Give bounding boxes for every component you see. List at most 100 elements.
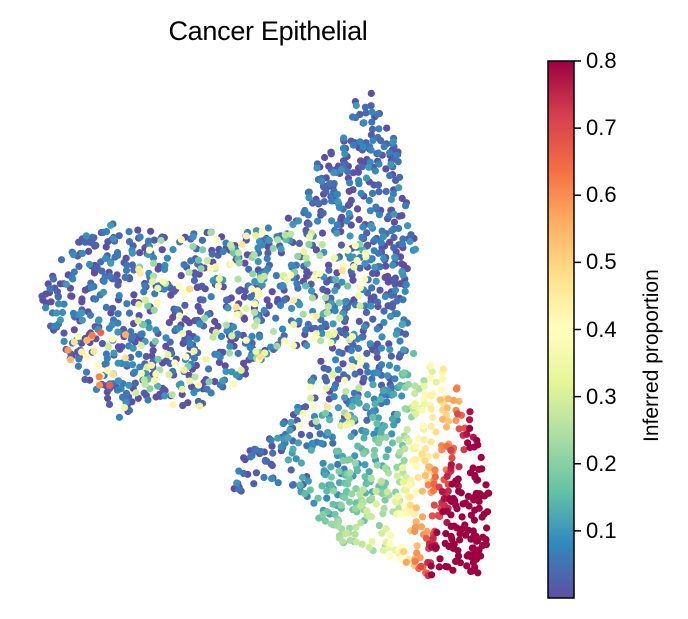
scatter-point bbox=[335, 348, 343, 356]
scatter-point bbox=[175, 282, 183, 290]
scatter-point bbox=[368, 118, 376, 126]
scatter-point bbox=[426, 391, 434, 400]
scatter-point bbox=[402, 281, 410, 289]
scatter-point bbox=[169, 313, 177, 322]
scatter-point bbox=[215, 358, 223, 366]
scatter-point bbox=[171, 359, 179, 367]
scatter-point bbox=[455, 425, 463, 433]
scatter-point bbox=[458, 513, 466, 521]
scatter-point bbox=[145, 324, 153, 332]
scatter-point bbox=[67, 292, 75, 300]
scatter-point bbox=[308, 378, 316, 386]
scatter-point bbox=[329, 439, 337, 447]
scatter-point bbox=[246, 343, 254, 352]
scatter-point bbox=[367, 102, 375, 110]
scatter-point bbox=[382, 187, 390, 195]
scatter-point bbox=[380, 318, 388, 327]
scatter-point bbox=[83, 352, 91, 361]
scatter-point bbox=[331, 307, 339, 315]
scatter-point bbox=[368, 189, 377, 197]
scatter-point bbox=[411, 456, 419, 464]
scatter-point bbox=[134, 226, 142, 234]
scatter-point bbox=[214, 322, 222, 330]
scatter-point bbox=[82, 368, 91, 376]
scatter-point bbox=[385, 340, 393, 348]
scatter-point bbox=[78, 249, 86, 257]
scatter-point bbox=[91, 295, 100, 303]
scatter-point bbox=[354, 442, 362, 450]
scatter-point bbox=[388, 415, 397, 423]
scatter-point bbox=[125, 309, 134, 317]
scatter-point bbox=[335, 467, 343, 475]
scatter-point bbox=[310, 274, 318, 282]
scatter-point bbox=[324, 429, 332, 437]
scatter-point bbox=[400, 457, 408, 465]
scatter-point bbox=[70, 326, 78, 334]
scatter-point bbox=[82, 232, 90, 240]
scatter-point bbox=[103, 366, 111, 374]
scatter-point bbox=[379, 386, 387, 395]
scatter-point bbox=[88, 331, 96, 339]
scatter-point bbox=[397, 260, 406, 268]
scatter-point bbox=[334, 460, 342, 468]
scatter-point bbox=[149, 254, 158, 262]
scatter-point bbox=[267, 436, 275, 444]
scatter-point bbox=[190, 276, 198, 285]
scatter-point bbox=[81, 375, 89, 384]
scatter-point bbox=[385, 361, 394, 369]
scatter-point bbox=[447, 532, 455, 541]
scatter-point bbox=[346, 469, 354, 477]
scatter-point bbox=[321, 153, 329, 162]
scatter-point bbox=[348, 333, 356, 341]
scatter-point bbox=[88, 233, 97, 241]
scatter-point bbox=[308, 439, 316, 448]
scatter-point bbox=[454, 547, 462, 555]
scatter-point bbox=[305, 240, 313, 248]
scatter-point bbox=[341, 150, 349, 158]
scatter-point bbox=[336, 314, 344, 322]
scatter-point bbox=[485, 489, 493, 497]
scatter-point bbox=[386, 312, 395, 321]
scatter-point bbox=[69, 275, 77, 283]
scatter-point bbox=[383, 488, 391, 496]
scatter-point bbox=[267, 343, 275, 351]
scatter-point bbox=[447, 461, 455, 469]
scatter-point bbox=[345, 456, 354, 464]
scatter-point bbox=[440, 495, 448, 503]
scatter-point bbox=[234, 349, 242, 357]
scatter-point bbox=[162, 342, 170, 350]
scatter-point bbox=[346, 498, 354, 506]
scatter-point bbox=[196, 307, 204, 315]
scatter-point bbox=[222, 367, 230, 375]
scatter-point bbox=[405, 437, 413, 445]
scatter-point bbox=[334, 522, 342, 530]
scatter-point bbox=[325, 266, 333, 274]
scatter-point bbox=[290, 296, 298, 304]
scatter-point bbox=[193, 335, 201, 343]
scatter-point bbox=[386, 172, 394, 180]
scatter-point bbox=[53, 309, 61, 317]
scatter-point bbox=[317, 439, 325, 447]
scatter-point bbox=[141, 296, 149, 304]
scatter-point bbox=[260, 272, 268, 280]
scatter-point bbox=[387, 531, 395, 540]
scatter-point bbox=[127, 353, 135, 362]
scatter-point bbox=[348, 403, 356, 411]
scatter-point bbox=[185, 371, 193, 380]
scatter-point bbox=[234, 331, 242, 339]
scatter-point bbox=[356, 284, 364, 292]
scatter-point bbox=[49, 275, 58, 283]
scatter-point bbox=[371, 167, 379, 175]
scatter-point bbox=[391, 286, 399, 294]
scatter-point bbox=[365, 468, 373, 476]
scatter-point bbox=[383, 398, 391, 406]
scatter-point bbox=[354, 394, 362, 402]
scatter-point bbox=[136, 363, 144, 371]
scatter-point bbox=[305, 194, 313, 202]
scatter-point bbox=[123, 261, 131, 269]
scatter-point bbox=[366, 207, 374, 215]
scatter-point bbox=[447, 446, 455, 454]
scatter-point bbox=[325, 261, 333, 269]
scatter-point bbox=[81, 238, 89, 246]
scatter-point bbox=[392, 330, 400, 338]
